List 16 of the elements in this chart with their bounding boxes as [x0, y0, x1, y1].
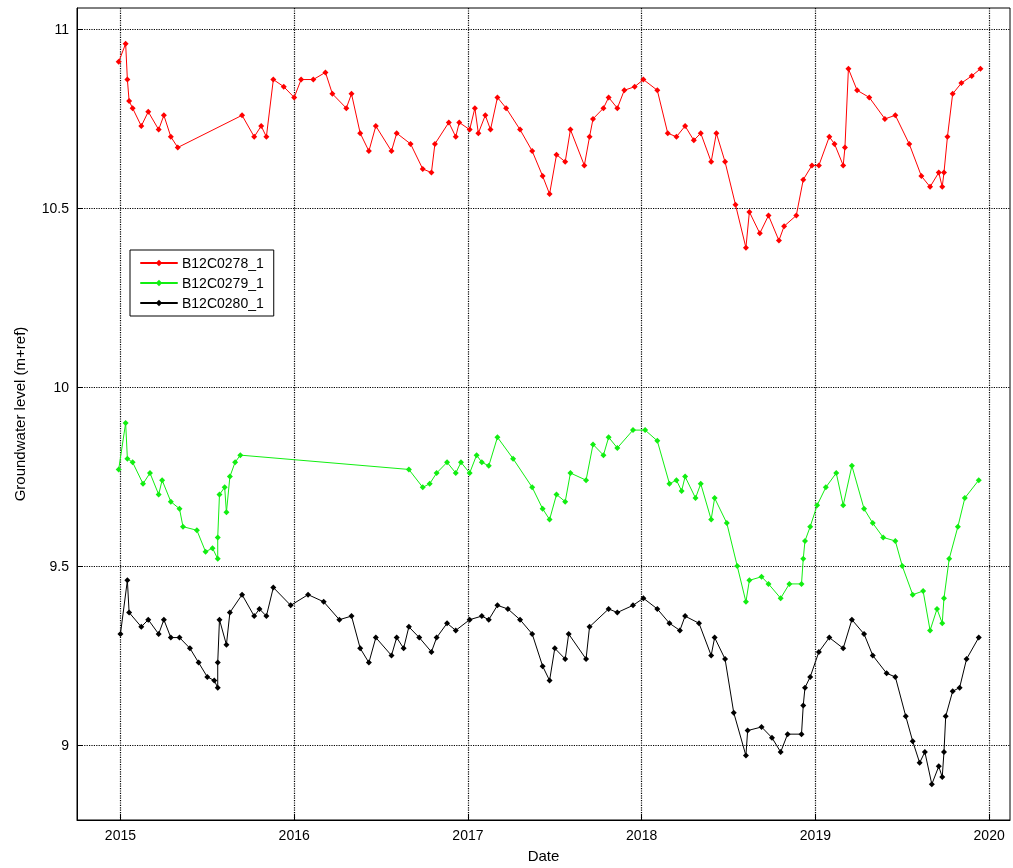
x-tick-label: 2019 — [799, 827, 832, 843]
y-tick-label: 11 — [54, 21, 70, 38]
y-tick-label: 9.5 — [49, 558, 70, 575]
y-tick-label: 10.5 — [41, 200, 70, 217]
x-tick-label: 2015 — [104, 827, 137, 843]
x-tick-label: 2020 — [973, 827, 1005, 843]
y-axis-title: Groundwater level (m+ref) — [11, 326, 28, 502]
x-tick-label: 2018 — [626, 827, 658, 843]
y-tick-label: 9 — [61, 736, 70, 753]
x-axis-title: Date — [527, 847, 560, 864]
x-tick-label: 2017 — [452, 827, 484, 843]
legend-label: B12C0280_1 — [182, 295, 264, 311]
y-tick-label: 10 — [53, 379, 70, 396]
x-tick-label: 2016 — [278, 827, 310, 843]
legend-label: B12C0279_1 — [182, 275, 264, 291]
legend-label: B12C0278_1 — [182, 255, 264, 271]
